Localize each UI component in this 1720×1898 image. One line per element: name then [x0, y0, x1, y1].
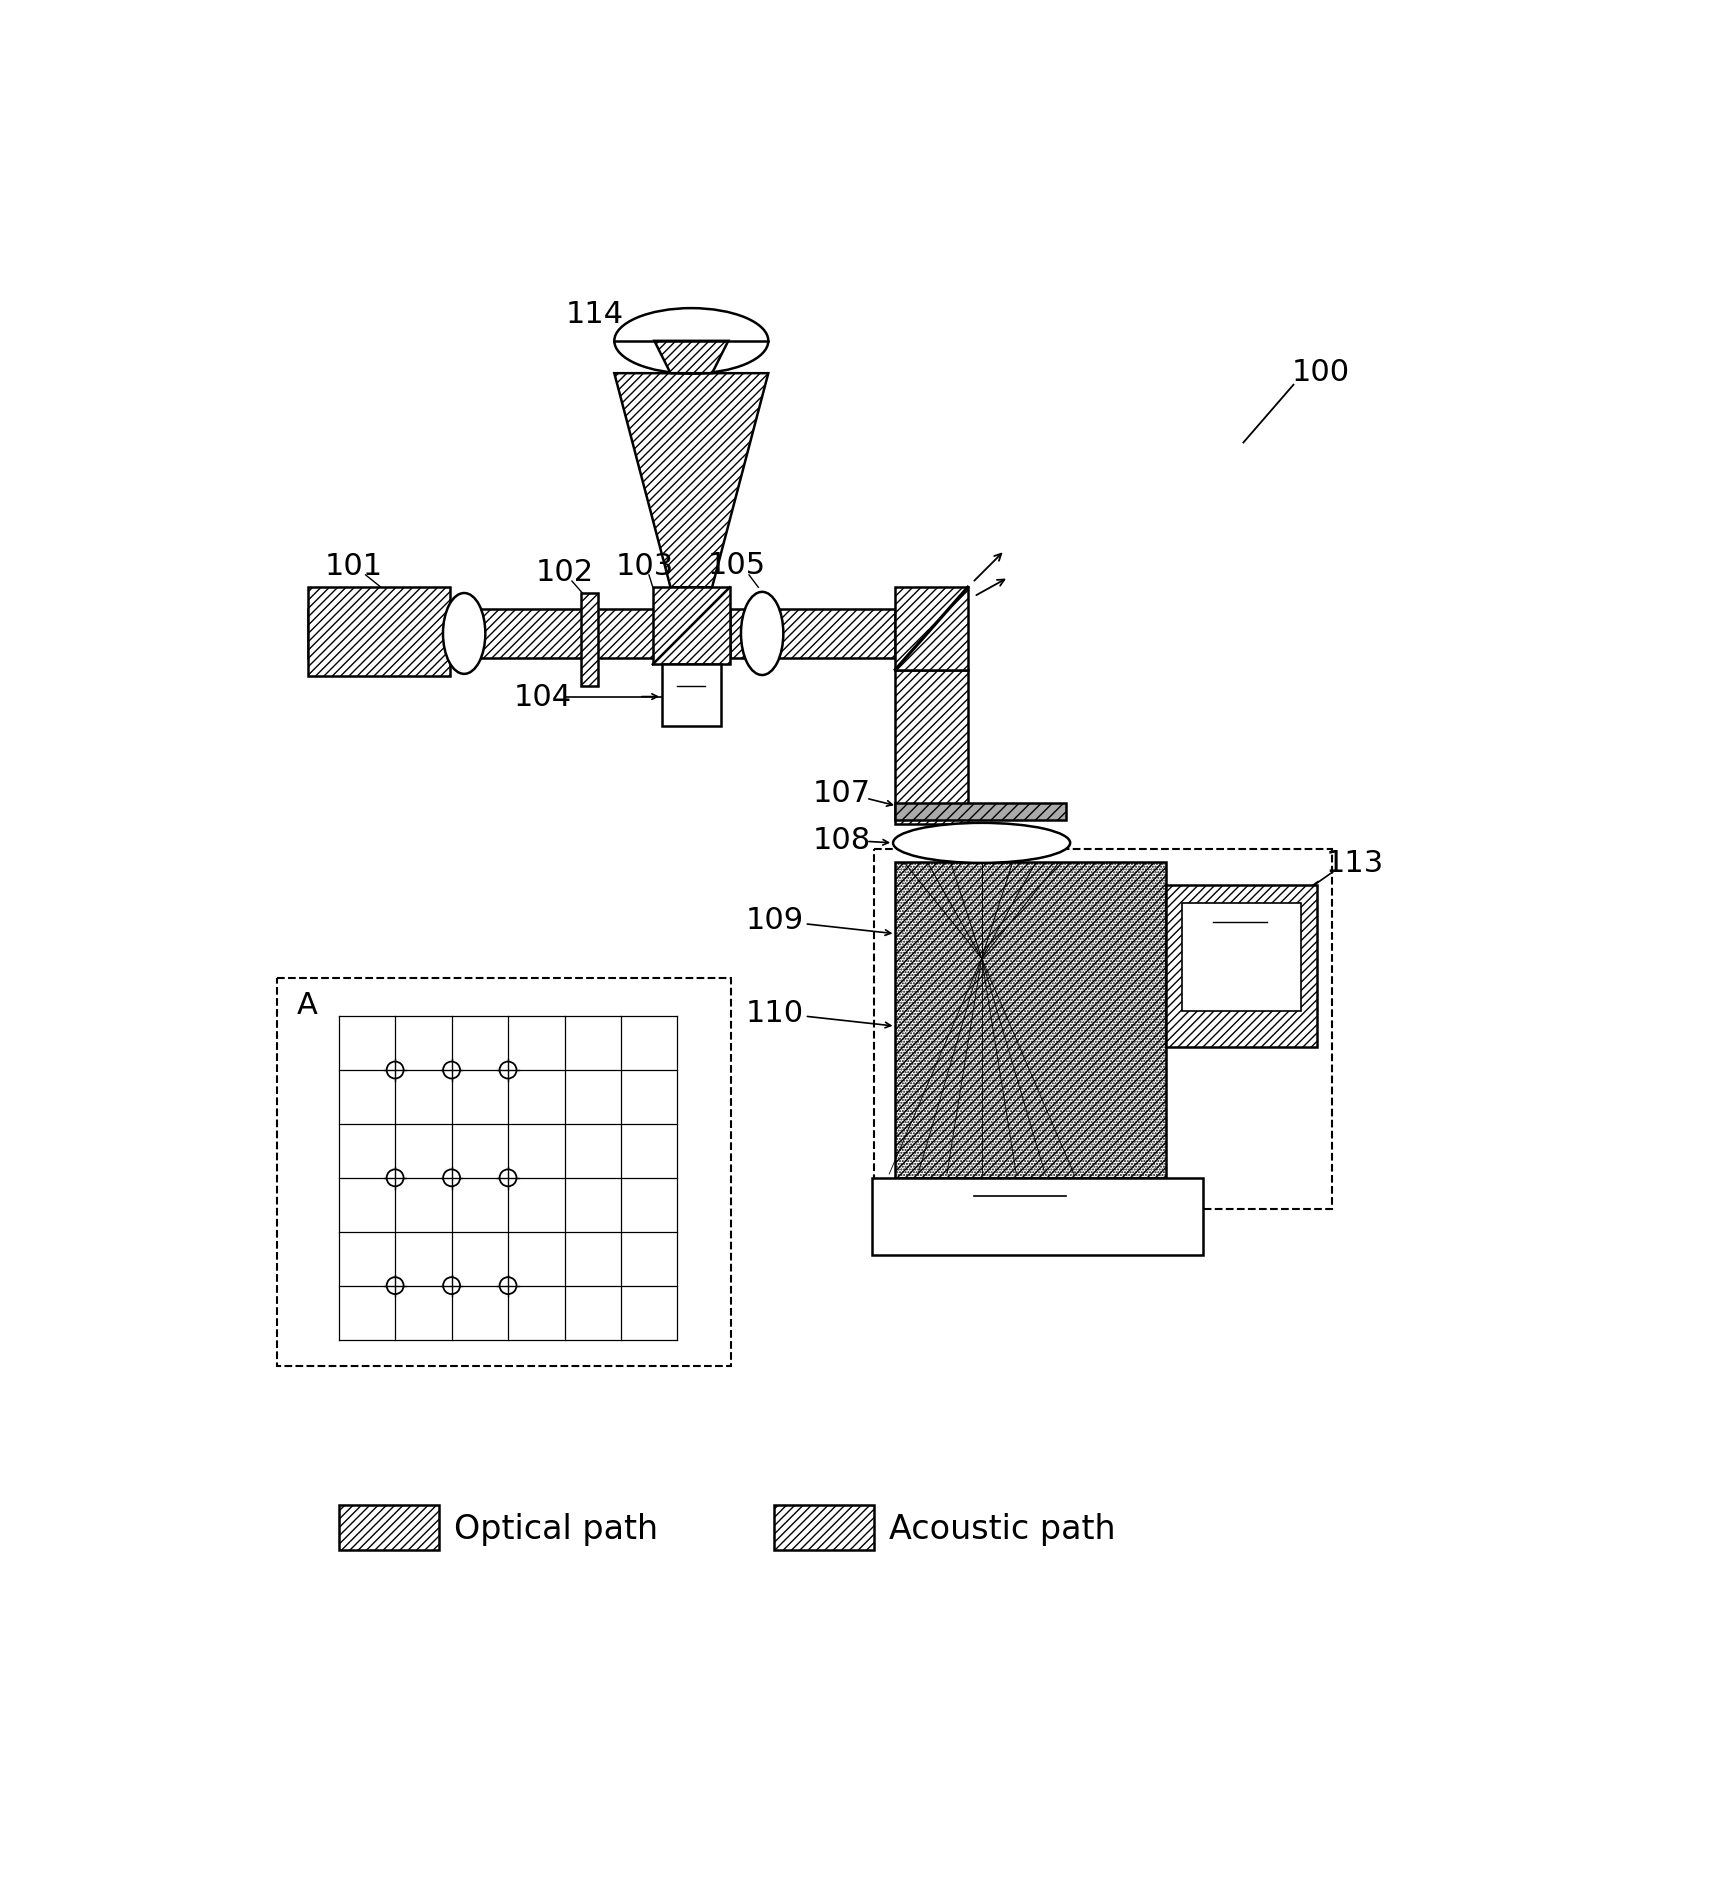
Bar [581, 594, 599, 687]
Text: 101: 101 [325, 552, 384, 581]
Text: 104: 104 [514, 683, 571, 712]
Text: 111: 111 [1006, 1184, 1065, 1213]
Ellipse shape [614, 309, 769, 374]
Bar [654, 588, 729, 664]
Text: 108: 108 [812, 826, 870, 854]
Text: 110: 110 [746, 998, 805, 1027]
Text: 114: 114 [566, 300, 624, 328]
Polygon shape [614, 374, 769, 588]
Bar [774, 1505, 874, 1551]
Circle shape [387, 1169, 404, 1186]
Bar [1166, 886, 1316, 1048]
Ellipse shape [741, 592, 783, 676]
Ellipse shape [893, 824, 1070, 864]
Bar [729, 609, 896, 659]
Text: 113: 113 [1326, 848, 1385, 877]
Text: Acoustic path: Acoustic path [889, 1513, 1116, 1545]
Circle shape [499, 1277, 516, 1294]
Bar [339, 1505, 439, 1551]
Polygon shape [654, 342, 728, 374]
Text: Optical path: Optical path [454, 1513, 659, 1545]
Text: 105: 105 [707, 550, 765, 579]
Text: A: A [296, 991, 316, 1019]
Circle shape [499, 1169, 516, 1186]
Text: 112: 112 [1180, 953, 1238, 981]
Bar [277, 977, 731, 1367]
Ellipse shape [444, 594, 485, 674]
Bar [1182, 903, 1300, 1012]
Circle shape [499, 1063, 516, 1078]
Circle shape [387, 1277, 404, 1294]
Circle shape [444, 1169, 459, 1186]
Text: 107: 107 [812, 778, 870, 809]
Circle shape [387, 1063, 404, 1078]
Polygon shape [896, 588, 968, 670]
Text: 100: 100 [1292, 359, 1350, 387]
Text: 109: 109 [746, 905, 805, 936]
Circle shape [444, 1063, 459, 1078]
Circle shape [444, 1277, 459, 1294]
Bar [896, 670, 968, 824]
Text: 103: 103 [616, 552, 674, 581]
Bar [896, 864, 1166, 1179]
Text: 102: 102 [535, 558, 593, 586]
Bar [308, 609, 724, 659]
Bar [874, 850, 1331, 1209]
Bar [896, 803, 1066, 820]
Bar [308, 588, 451, 676]
Bar [662, 664, 721, 727]
Bar [872, 1179, 1204, 1255]
